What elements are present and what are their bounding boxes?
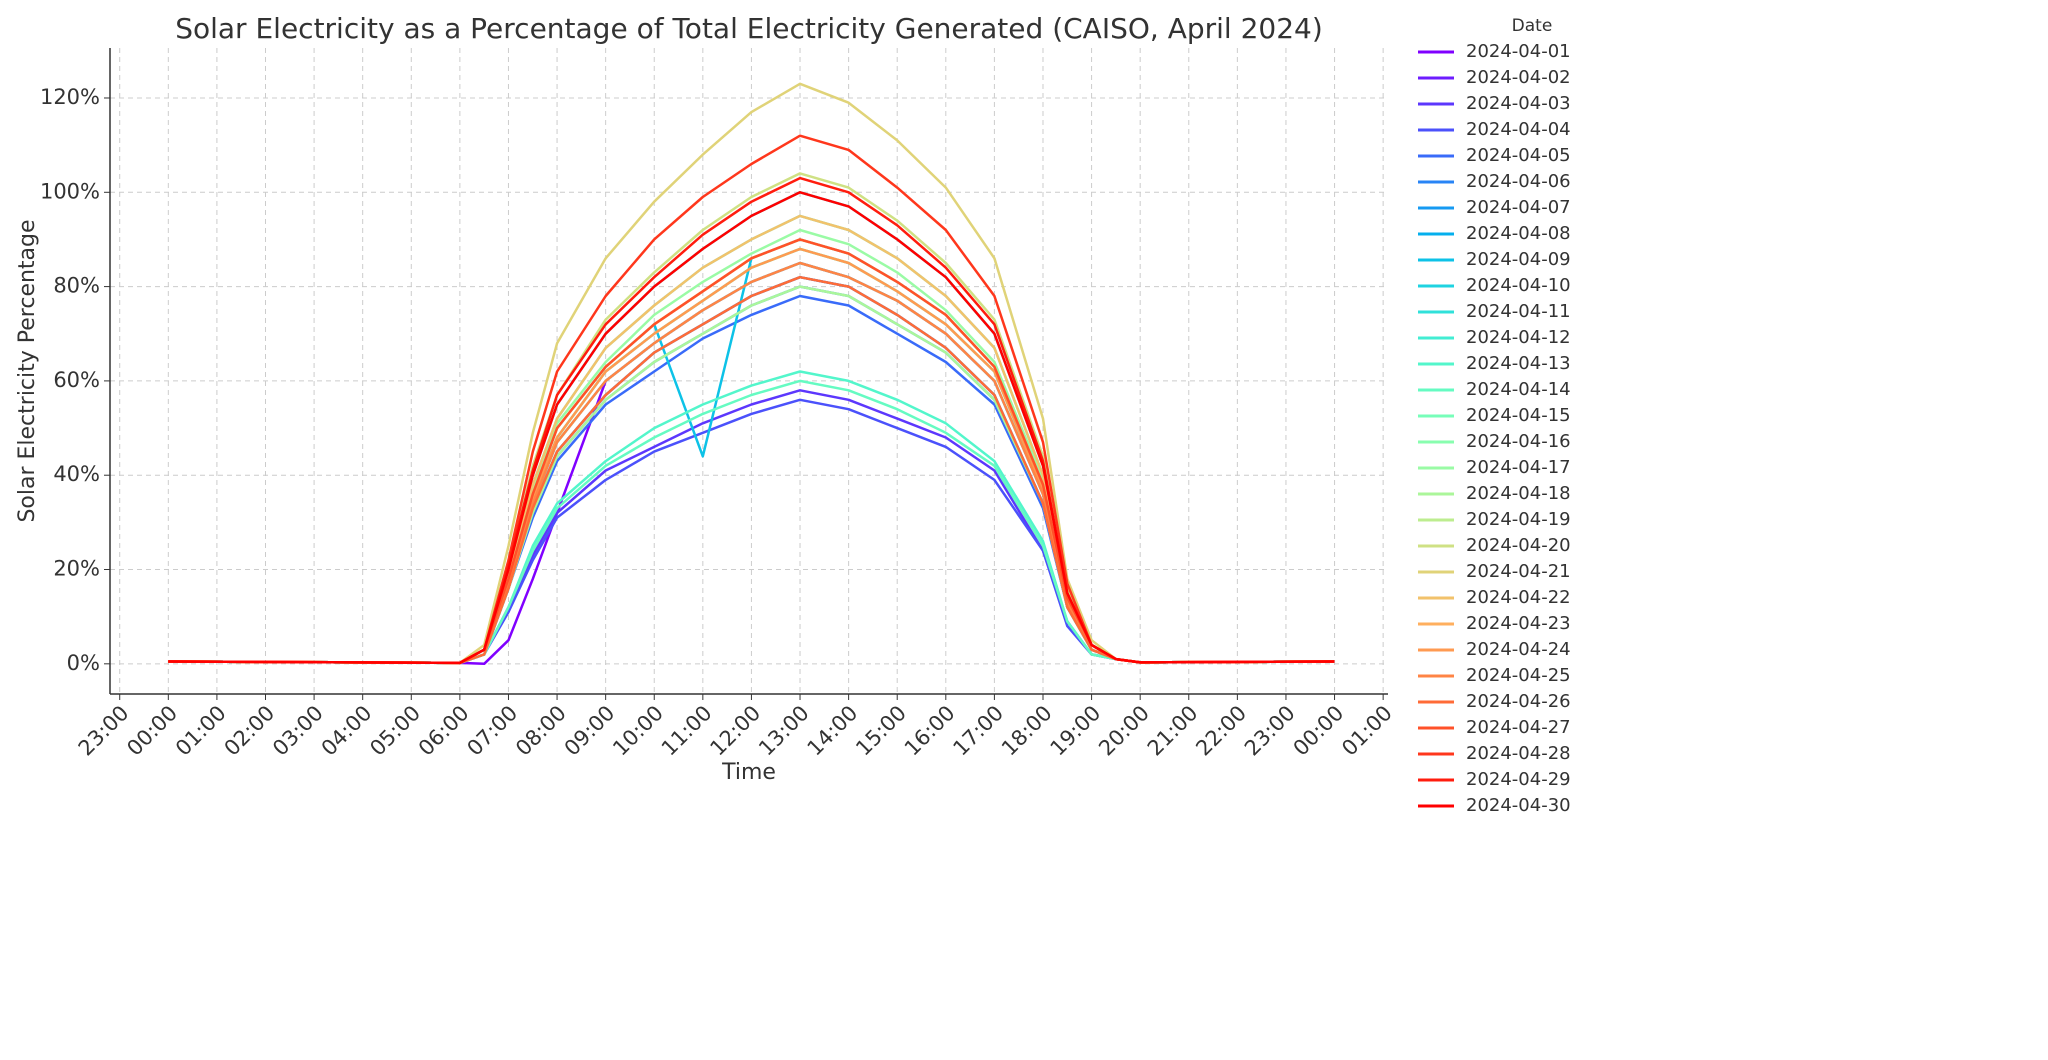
x-tick-label: 18:00 bbox=[997, 701, 1057, 761]
legend-label: 2024-04-07 bbox=[1466, 197, 1571, 218]
legend-label: 2024-04-13 bbox=[1466, 353, 1571, 374]
x-tick-label: 20:00 bbox=[1094, 701, 1154, 761]
series-line bbox=[168, 191, 1335, 665]
legend-label: 2024-04-27 bbox=[1466, 717, 1571, 738]
legend-label: 2024-04-26 bbox=[1466, 691, 1571, 712]
series-line bbox=[168, 82, 1335, 665]
x-tick-label: 07:00 bbox=[462, 701, 522, 761]
x-tick-label: 12:00 bbox=[705, 701, 765, 761]
x-tick-label: 15:00 bbox=[851, 701, 911, 761]
x-tick-label: 17:00 bbox=[948, 701, 1008, 761]
series-line bbox=[168, 134, 1335, 665]
legend-label: 2024-04-12 bbox=[1466, 327, 1571, 348]
legend-label: 2024-04-11 bbox=[1466, 301, 1571, 322]
x-axis-label: Time bbox=[721, 760, 776, 785]
y-tick-label: 120% bbox=[40, 85, 100, 109]
legend-label: 2024-04-25 bbox=[1466, 665, 1571, 686]
x-tick-label: 01:00 bbox=[171, 701, 231, 761]
legend-label: 2024-04-18 bbox=[1466, 483, 1571, 504]
x-tick-label: 22:00 bbox=[1191, 701, 1251, 761]
legend-label: 2024-04-23 bbox=[1466, 613, 1571, 634]
x-tick-label: 21:00 bbox=[1143, 701, 1203, 761]
y-tick-label: 100% bbox=[40, 179, 100, 203]
legend-label: 2024-04-24 bbox=[1466, 639, 1571, 660]
x-tick-label: 04:00 bbox=[317, 701, 377, 761]
x-tick-label: 01:00 bbox=[1337, 701, 1397, 761]
y-axis-label: Solar Electricity Percentage bbox=[15, 219, 40, 522]
x-tick-label: 09:00 bbox=[560, 701, 620, 761]
legend-label: 2024-04-15 bbox=[1466, 405, 1571, 426]
legend-label: 2024-04-19 bbox=[1466, 509, 1571, 530]
legend-label: 2024-04-16 bbox=[1466, 431, 1571, 452]
chart-title: Solar Electricity as a Percentage of Tot… bbox=[175, 12, 1323, 45]
legend-label: 2024-04-06 bbox=[1466, 171, 1571, 192]
legend-label: 2024-04-09 bbox=[1466, 249, 1571, 270]
x-tick-label: 10:00 bbox=[608, 701, 668, 761]
x-tick-label: 05:00 bbox=[365, 701, 425, 761]
y-tick-label: 0% bbox=[67, 651, 100, 675]
x-tick-label: 03:00 bbox=[268, 701, 328, 761]
x-tick-label: 08:00 bbox=[511, 701, 571, 761]
legend-title: Date bbox=[1512, 16, 1553, 36]
x-tick-label: 02:00 bbox=[220, 701, 280, 761]
y-tick-label: 20% bbox=[53, 557, 100, 581]
y-tick-label: 40% bbox=[53, 462, 100, 486]
x-tick-label: 11:00 bbox=[657, 701, 717, 761]
legend-label: 2024-04-17 bbox=[1466, 457, 1571, 478]
x-tick-label: 23:00 bbox=[1240, 701, 1300, 761]
legend-label: 2024-04-05 bbox=[1466, 145, 1571, 166]
legend-label: 2024-04-20 bbox=[1466, 535, 1571, 556]
x-tick-label: 19:00 bbox=[1046, 701, 1106, 761]
x-tick-label: 23:00 bbox=[74, 701, 134, 761]
legend-label: 2024-04-22 bbox=[1466, 587, 1571, 608]
legend-label: 2024-04-30 bbox=[1466, 795, 1571, 816]
legend-label: 2024-04-01 bbox=[1466, 41, 1571, 62]
legend-label: 2024-04-29 bbox=[1466, 769, 1571, 790]
x-tick-label: 00:00 bbox=[122, 701, 182, 761]
x-tick-label: 00:00 bbox=[1289, 701, 1349, 761]
legend-label: 2024-04-28 bbox=[1466, 743, 1571, 764]
series-line bbox=[168, 275, 1335, 665]
x-tick-label: 14:00 bbox=[803, 701, 863, 761]
series-line bbox=[168, 275, 1335, 665]
series-line bbox=[168, 379, 1335, 665]
legend-label: 2024-04-04 bbox=[1466, 119, 1571, 140]
y-tick-label: 80% bbox=[53, 274, 100, 298]
legend-label: 2024-04-21 bbox=[1466, 561, 1571, 582]
series-line bbox=[168, 275, 1335, 665]
legend-label: 2024-04-02 bbox=[1466, 67, 1571, 88]
y-tick-label: 60% bbox=[53, 368, 100, 392]
legend-label: 2024-04-08 bbox=[1466, 223, 1571, 244]
x-tick-label: 13:00 bbox=[754, 701, 814, 761]
legend-label: 2024-04-10 bbox=[1466, 275, 1571, 296]
legend-label: 2024-04-03 bbox=[1466, 93, 1571, 114]
legend-label: 2024-04-14 bbox=[1466, 379, 1571, 400]
x-tick-label: 06:00 bbox=[414, 701, 474, 761]
x-tick-label: 16:00 bbox=[900, 701, 960, 761]
